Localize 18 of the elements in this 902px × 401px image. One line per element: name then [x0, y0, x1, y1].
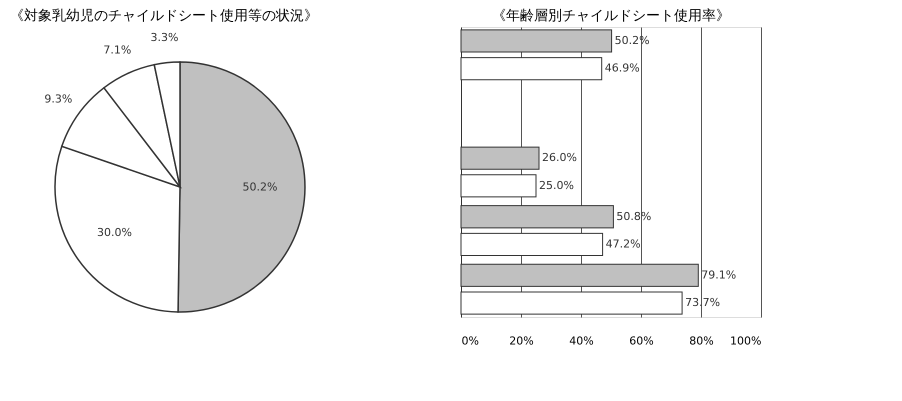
data-label: 26.0%: [542, 151, 577, 164]
data-label: 7.1%: [103, 44, 132, 57]
x-tick-label: 60%: [629, 334, 654, 348]
data-label: 50.2%: [242, 180, 278, 194]
x-tick-label: 40%: [569, 334, 594, 348]
x-tick-label: 80%: [689, 334, 714, 348]
data-label: 47.2%: [606, 237, 641, 250]
x-tick-label: 20%: [509, 334, 534, 348]
chart-title: 《対象乳幼児のチャイルドシート使用等の状況》: [10, 8, 318, 24]
x-tick-label: 0%: [462, 334, 479, 348]
chart-title: 《年齢層別チャイルドシート使用率》: [492, 8, 730, 24]
data-label: 79.1%: [701, 268, 736, 282]
x-tick-label: 100%: [730, 334, 762, 348]
data-label: 46.9%: [604, 62, 640, 75]
data-label: 30.0%: [97, 226, 132, 239]
data-label: 3.3%: [150, 30, 178, 44]
data-label: 25.0%: [539, 178, 574, 192]
data-label: 9.3%: [44, 92, 72, 106]
